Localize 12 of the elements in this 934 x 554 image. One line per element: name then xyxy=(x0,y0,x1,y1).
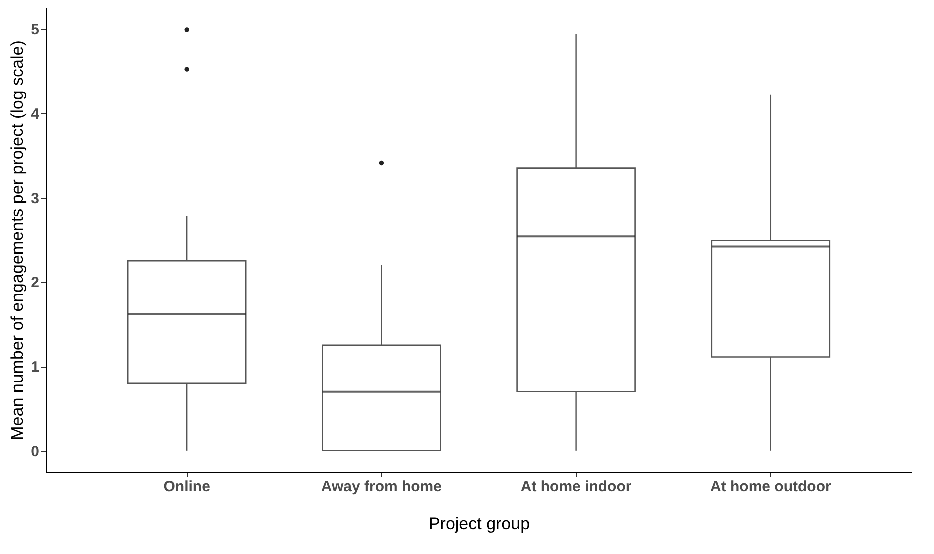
y-tick-label: 3 xyxy=(31,190,40,208)
y-axis-title: Mean number of engagements per project (log scale) xyxy=(8,40,28,440)
y-tick-label: 4 xyxy=(31,106,40,123)
y-tick-label: 5 xyxy=(31,22,40,39)
x-tick-label: Away from home xyxy=(321,478,442,496)
y-tick-label: 1 xyxy=(31,359,40,376)
x-tick-label: At home outdoor xyxy=(710,478,832,496)
x-tick-label: At home indoor xyxy=(520,478,632,496)
x-axis-title: Project group xyxy=(428,514,530,534)
y-tick-label: 0 xyxy=(31,443,40,460)
x-tick-label: Online xyxy=(164,478,210,496)
y-tick-label: 2 xyxy=(31,274,40,292)
